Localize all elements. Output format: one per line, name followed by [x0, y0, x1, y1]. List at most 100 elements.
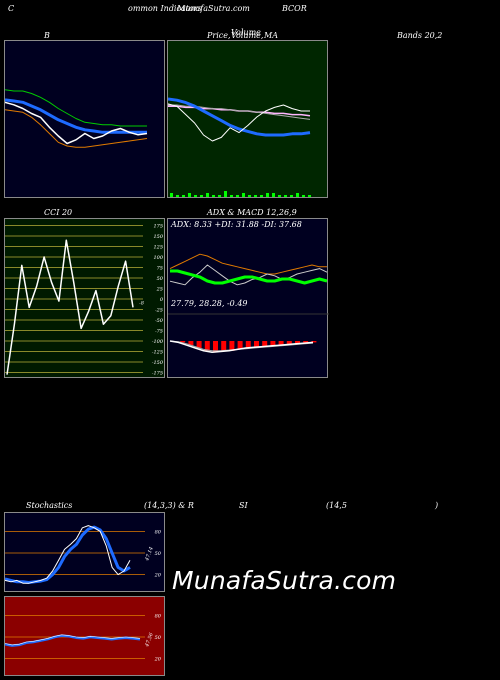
macd-hist-bar — [180, 341, 186, 343]
macd-hist-bar — [245, 341, 251, 348]
stoch-tick-label: 80 — [155, 529, 162, 535]
cci-tick-label: 75 — [157, 266, 163, 272]
cci-tick-label: 50 — [157, 276, 164, 282]
price-title: Price, — [207, 31, 231, 40]
price-ma-chart — [168, 97, 311, 197]
volume-bar — [206, 193, 209, 197]
cci-tick-label: -100 — [152, 339, 164, 345]
header-site[interactable]: MunafaSutra.com — [177, 4, 250, 13]
price-ma-panel — [167, 40, 328, 198]
macd-hist-bar — [213, 341, 218, 353]
rsi-close: ) — [435, 501, 439, 510]
volume-bar — [230, 195, 233, 197]
rsi-tick-label: 80 — [155, 613, 162, 619]
stoch-params: (14,3,3) & R — [144, 501, 194, 510]
bb-middle-line — [5, 98, 147, 134]
macd-hist-bar — [286, 341, 292, 345]
stoch-tick-label: 50 — [155, 551, 162, 557]
cci-tick-label: -125 — [152, 350, 163, 356]
cci-tick-label: 100 — [153, 255, 163, 261]
volume-bar — [260, 195, 263, 197]
volume-bar — [254, 195, 257, 197]
macd-hist-bar — [254, 341, 259, 348]
rsi-value-label: 47.56 — [144, 631, 155, 648]
stochastics-panel: 80 50 20 47.14 — [4, 512, 165, 592]
stoch-tick-label: 20 — [154, 573, 162, 579]
rsi-title: SI — [239, 501, 248, 510]
watermark: MunafaSutra.com — [172, 566, 397, 595]
volume-bar — [302, 195, 305, 197]
price-title-overlap: Volume — [231, 28, 261, 37]
cci-title: CCI 20 — [44, 208, 73, 217]
volume-bar — [224, 191, 227, 197]
volume-bar — [272, 193, 275, 197]
volume-bar — [176, 195, 179, 197]
stoch-title: Stochastics — [26, 501, 73, 510]
macd-hist-bar — [188, 341, 194, 346]
bb-price-line — [5, 101, 148, 145]
volume-bar — [308, 195, 311, 197]
cci-tick-label: -75 — [155, 329, 163, 335]
macd-line — [169, 340, 314, 353]
cci-tick-label: 175 — [153, 224, 163, 230]
bands-title-left: B — [44, 31, 50, 40]
price-title-ma: MA — [264, 31, 278, 40]
volume-bar — [290, 195, 293, 197]
volume-bar — [266, 193, 269, 197]
ma-short-line — [168, 97, 311, 137]
macd-hist-bar — [270, 341, 276, 346]
cci-tick-label: -50 — [155, 318, 164, 324]
adx-line — [170, 269, 328, 285]
rsi-chart: 80 50 20 47.56 — [5, 613, 162, 663]
volume-bar — [194, 195, 197, 197]
bollinger-panel — [4, 40, 165, 198]
volume-bar — [242, 193, 245, 197]
stoch-value-label: 47.14 — [144, 546, 155, 562]
stoch-k-line — [5, 525, 131, 584]
cci-tick-label: -150 — [152, 360, 164, 366]
cci-last-label: -8 — [139, 300, 144, 306]
volume-bar — [296, 193, 299, 197]
macd-hist-bar — [237, 341, 243, 350]
cci-line — [6, 239, 134, 375]
cci-tick-label: 0 — [160, 297, 164, 303]
bb-lower-line — [5, 109, 148, 148]
bollinger-chart — [5, 89, 148, 148]
volume-bar — [278, 195, 281, 197]
cci-tick-label: 25 — [156, 287, 163, 293]
volume-bar — [212, 195, 215, 197]
rsi-line — [5, 634, 141, 647]
volume-bar — [200, 195, 203, 197]
rsi-params: (14,5 — [326, 501, 347, 510]
volume-bar — [188, 193, 191, 197]
bb-upper-line — [5, 89, 147, 127]
macd-hist-bar — [204, 341, 210, 351]
stoch-d-line — [5, 525, 131, 584]
header-left: C — [8, 4, 15, 13]
cci-tick-label: 150 — [153, 234, 163, 240]
adx-macd-chart — [168, 253, 329, 353]
volume-bar — [284, 195, 287, 197]
macd-hist-bar — [278, 341, 284, 346]
header-center: ommon Indicators — [128, 4, 202, 13]
price-title-volume: Volume, — [231, 31, 264, 40]
macd-hist-bar — [262, 341, 268, 347]
cci-tick-label: 125 — [153, 245, 163, 251]
volume-bar — [236, 195, 239, 197]
macd-hist-bar — [295, 341, 300, 344]
stochastics-chart: 80 50 20 47.14 — [5, 525, 162, 584]
adx-title: ADX & MACD 12,26,9 — [207, 208, 297, 217]
cci-tick-label: -25 — [155, 308, 163, 314]
rsi-panel: 80 50 20 47.56 — [4, 596, 165, 676]
volume-bar — [248, 195, 251, 197]
cci-tick-label: -175 — [152, 371, 163, 377]
macd-hist-bar — [196, 341, 202, 348]
volume-bar — [218, 195, 221, 197]
volume-bar — [170, 193, 173, 197]
cci-panel: 175 150 125 100 75 50 25 0 -25 -50 -75 -100 -125 -150… — [4, 218, 165, 378]
rsi-line-overlay — [5, 634, 141, 646]
volume-bar — [182, 195, 185, 197]
macd-hist-bar — [221, 341, 227, 352]
macd-hist-bar — [303, 341, 309, 344]
macd-hist-bar — [229, 341, 235, 351]
